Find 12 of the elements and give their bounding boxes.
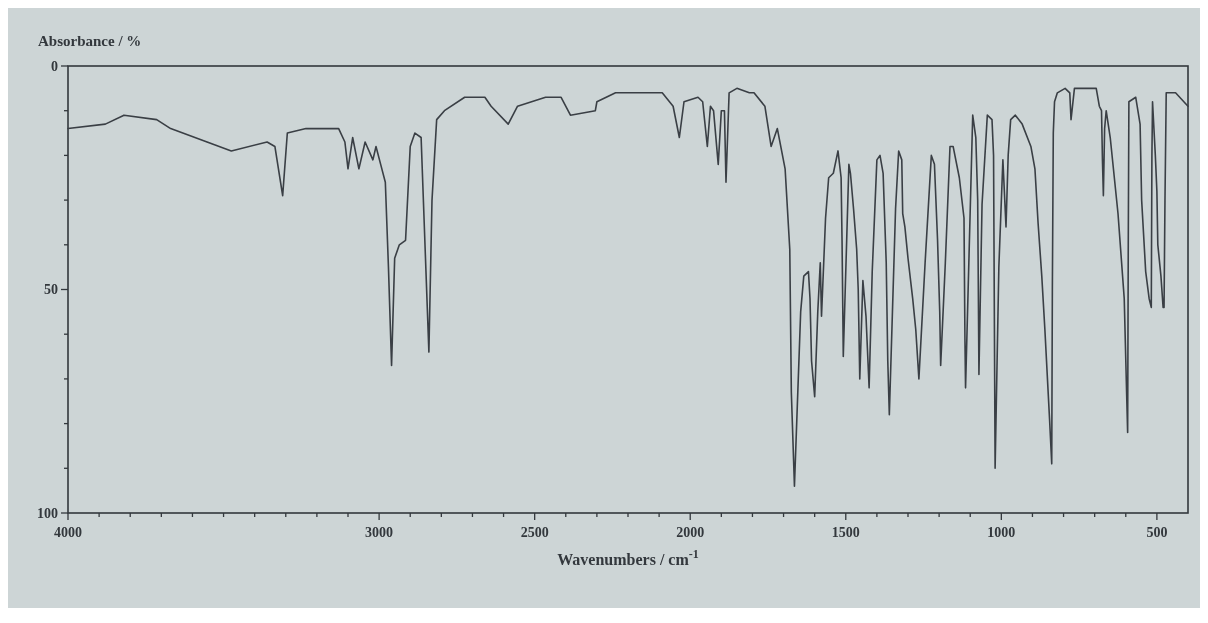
x-tick-label: 2000: [676, 525, 705, 540]
x-tick-label: 3000: [365, 525, 394, 540]
y-tick-label: 50: [44, 282, 58, 298]
x-tick-label: 1000: [987, 525, 1016, 540]
y-tick-label: 0: [51, 58, 58, 74]
y-axis-title: Absorbance / %: [38, 33, 142, 49]
x-tick-label: 4000: [54, 525, 82, 540]
y-tick-label: 100: [37, 505, 58, 521]
x-tick-label: 2500: [520, 525, 549, 540]
x-tick-label: 500: [1146, 525, 1168, 540]
x-tick-label: 1500: [831, 525, 860, 540]
x-axis-title: Wavenumbers / cm$^{-1}$: [557, 547, 699, 568]
